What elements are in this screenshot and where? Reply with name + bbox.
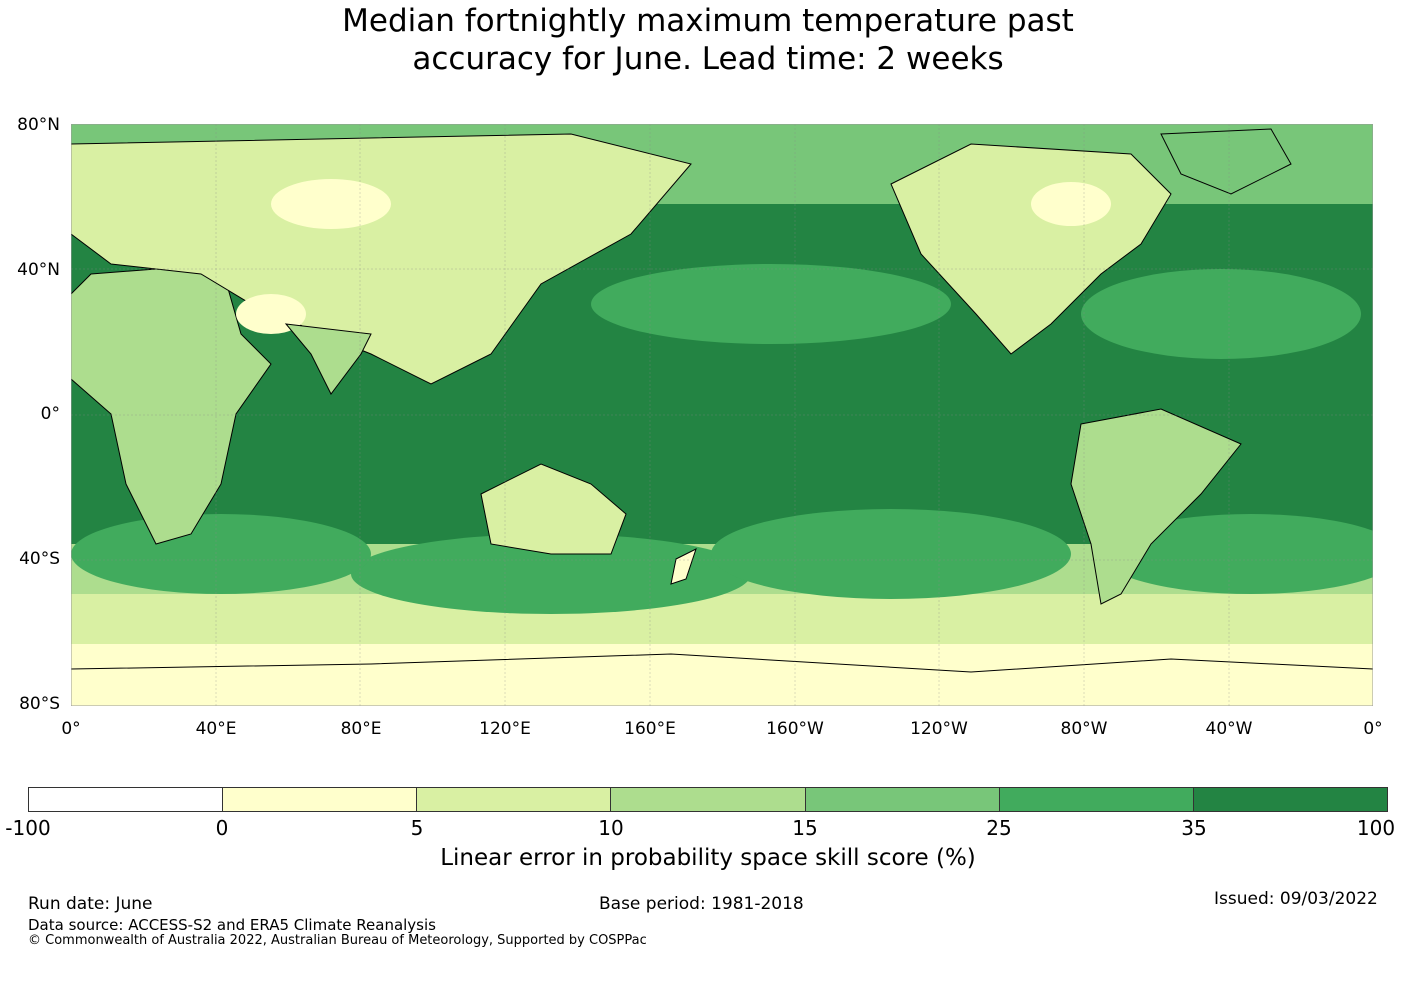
colorbar-tick-0: -100	[5, 816, 51, 840]
mottle-3	[1101, 514, 1373, 594]
colorbar-seg-5	[999, 788, 1194, 811]
colorbar-tick-1: 0	[215, 816, 229, 840]
issued-date: Issued: 09/03/2022	[1214, 889, 1378, 909]
south-america-landmass	[1070, 408, 1242, 605]
skill-score-map	[71, 124, 1373, 706]
colorbar-seg-3	[611, 788, 806, 811]
lat-label-40s: 40°S	[19, 549, 60, 569]
mottle-1	[351, 534, 751, 614]
run-date: Run date: June	[28, 894, 153, 914]
map-gridlines	[71, 124, 1373, 706]
africa-landmass	[71, 263, 272, 545]
npac-patch	[591, 264, 951, 344]
lon-label-120w: 120°W	[910, 719, 968, 739]
antarctica-coast	[71, 653, 1373, 673]
canada-patch	[1031, 182, 1111, 226]
data-source: Data source: ACCESS-S2 and ERA5 Climate …	[28, 916, 436, 934]
natl-patch	[1081, 269, 1361, 359]
colorbar-tick-5: 25	[986, 816, 1012, 840]
copyright: © Commonwealth of Australia 2022, Austra…	[28, 933, 647, 948]
greenland-landmass	[1160, 128, 1292, 195]
lon-label-80e: 80°E	[340, 719, 382, 739]
lat-label-80n: 80°N	[17, 115, 60, 135]
new-zealand-landmass	[670, 548, 697, 585]
colorbar-seg-1	[223, 788, 418, 811]
title-line-1: Median fortnightly maximum temperature p…	[342, 3, 1074, 39]
antarctica-band	[71, 644, 1373, 706]
lon-label-40w: 40°W	[1205, 719, 1253, 739]
colorbar-seg-0	[29, 788, 224, 811]
colorbar-seg-4	[805, 788, 1000, 811]
colorbar-tick-7: 100	[1356, 816, 1396, 840]
colorbar	[28, 787, 1388, 812]
chart-title: Median fortnightly maximum temperature p…	[0, 2, 1416, 78]
india-landmass	[284, 323, 372, 395]
lon-label-80w: 80°W	[1060, 719, 1108, 739]
mottle-4	[71, 514, 371, 594]
colorbar-tick-3: 10	[598, 816, 624, 840]
lon-label-0-left: 0°	[61, 719, 81, 739]
lat-label-40n: 40°N	[17, 260, 60, 280]
lat-label-0: 0°	[40, 404, 60, 424]
lon-label-160e: 160°E	[624, 719, 676, 739]
colorbar-seg-6	[1193, 788, 1387, 811]
colorbar-tick-6: 35	[1181, 816, 1207, 840]
title-line-2: accuracy for June. Lead time: 2 weeks	[412, 41, 1004, 77]
lat-label-80s: 80°S	[19, 694, 60, 714]
base-period: Base period: 1981-2018	[599, 894, 804, 914]
australia-landmass	[480, 463, 627, 555]
lon-label-160w: 160°W	[766, 719, 824, 739]
colorbar-tick-4: 15	[792, 816, 818, 840]
eurasia-landmass	[71, 133, 692, 385]
map-canvas	[71, 124, 1373, 706]
lon-label-120e: 120°E	[479, 719, 531, 739]
lon-label-40e: 40°E	[195, 719, 237, 739]
colorbar-tick-2: 5	[410, 816, 424, 840]
colorbar-seg-2	[417, 788, 612, 811]
lon-label-0-right: 0°	[1363, 719, 1383, 739]
mottle-2	[711, 509, 1071, 599]
siberia-patch	[271, 179, 391, 229]
colorbar-label: Linear error in probability space skill …	[440, 845, 976, 871]
